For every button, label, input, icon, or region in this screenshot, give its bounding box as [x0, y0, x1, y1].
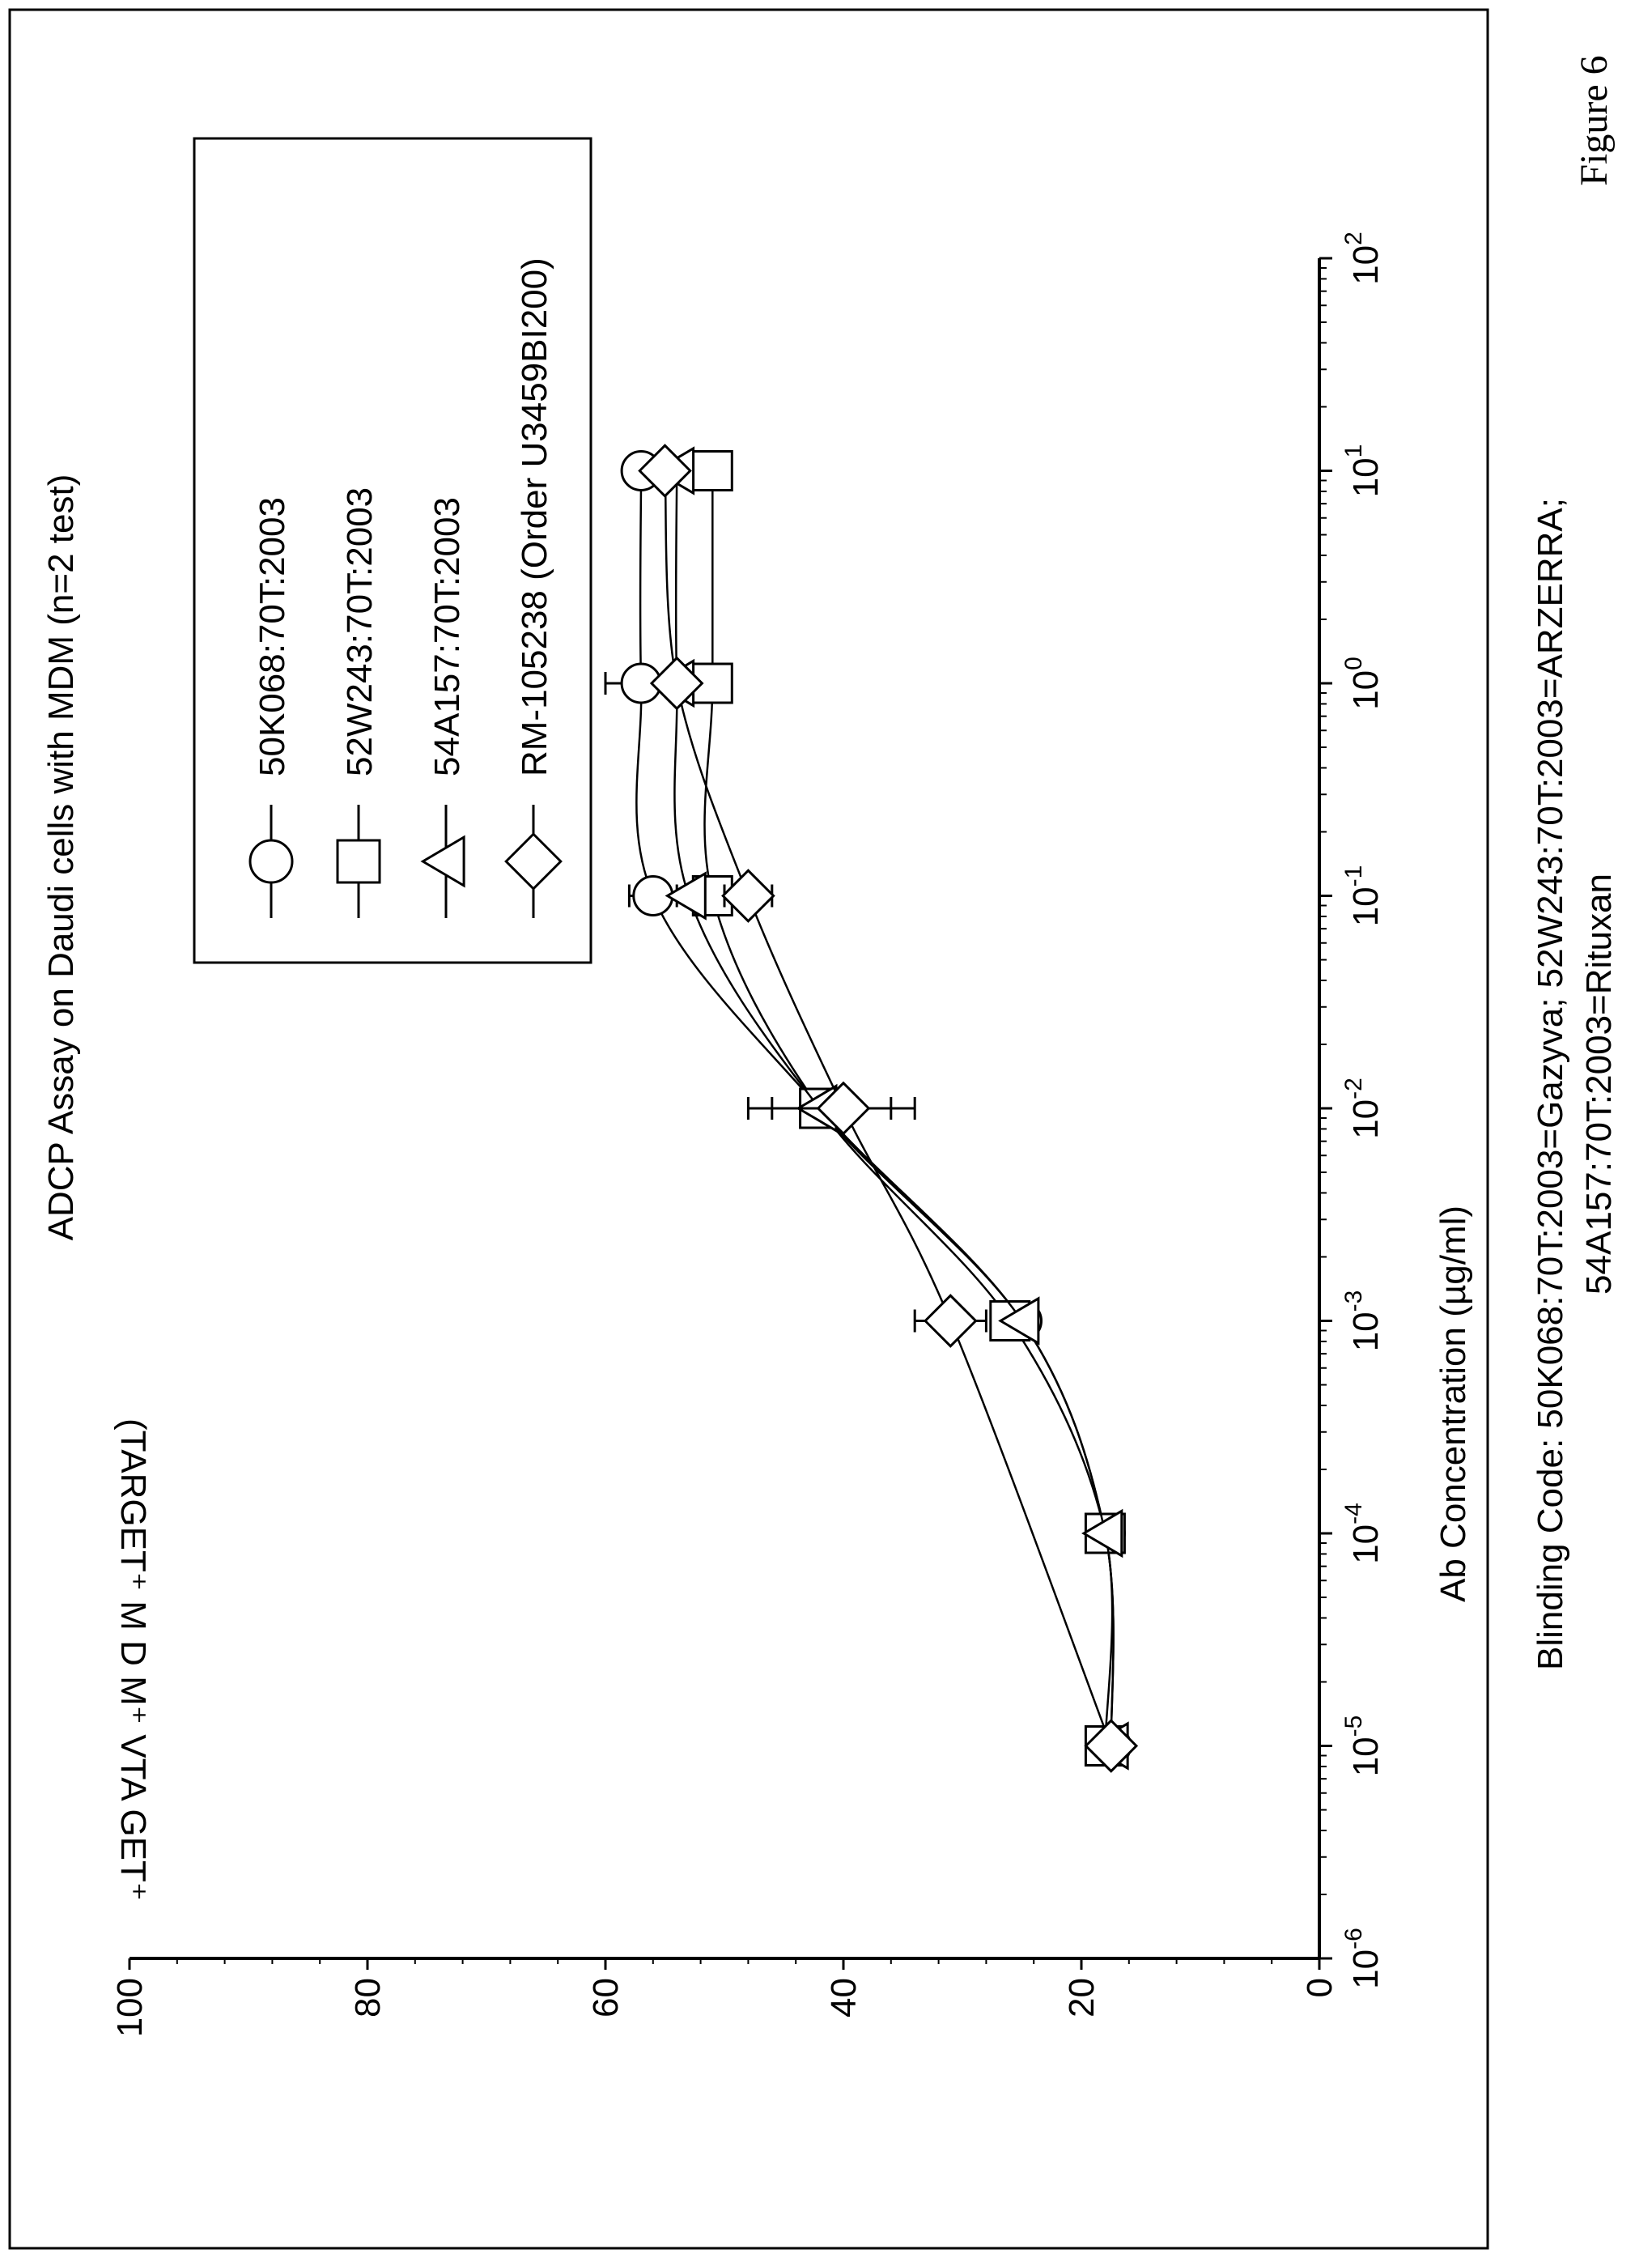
data-point-triangle	[665, 871, 707, 921]
data-point-diamond	[638, 444, 692, 498]
chart-title: ADCP Assay on Daudi cells with MDM (n=2 …	[41, 474, 81, 1241]
y-tick-label: 80	[348, 1978, 388, 2018]
y-tick-label: 60	[586, 1978, 626, 2018]
data-point-diamond	[816, 1081, 871, 1136]
data-point-diamond	[721, 869, 775, 923]
x-tick-label: 10-1	[1340, 865, 1386, 927]
axis-ticks: 0 20 40 60 80 100 10-6 10-5 10-4 10-3 10-2 10-1 100 1…	[110, 232, 1386, 2037]
figure-label: Figure 6	[1573, 55, 1616, 185]
x-axis-label: Ab Concentration (µg/ml)	[1433, 1205, 1473, 1602]
legend-label: 50K068:70T:2003	[253, 497, 292, 776]
x-tick-label: 10-4	[1340, 1503, 1386, 1564]
x-tick-label: 10-3	[1340, 1290, 1386, 1352]
data-point-triangle	[998, 1296, 1040, 1346]
legend-box	[193, 137, 592, 964]
figure-frame	[8, 8, 1489, 2250]
legend-marker-square	[336, 839, 381, 884]
x-tick-label: 10-5	[1340, 1716, 1386, 1777]
legend-marker-circle	[248, 839, 294, 884]
data-point-square	[691, 450, 733, 491]
legend: 50K068:70T:2003 52W243:70T:2003 54A157:70T…	[193, 137, 592, 964]
y-axis-label-group: (TARGET⁺ M D M⁺ VTA GET⁺	[113, 1418, 153, 1901]
caption-line-1: Blinding Code: 50K068:70T:2003=Gazyva; 5…	[1531, 498, 1570, 1670]
legend-label: RM-105238 (Order U3459BI200)	[515, 257, 554, 776]
legend-label: 54A157:70T:2003	[427, 497, 467, 776]
x-tick-label: 10-6	[1340, 1928, 1386, 1989]
chart-marks	[604, 444, 1139, 1773]
data-point-diamond	[923, 1294, 978, 1348]
y-tick-label: 0	[1300, 1978, 1340, 1997]
x-tick-label: 100	[1340, 657, 1386, 710]
plot-area	[130, 258, 1321, 1960]
legend-label: 52W243:70T:2003	[340, 487, 380, 776]
caption-line-2: 54A157:70T:2003=Rituxan	[1579, 874, 1619, 1295]
data-point-triangle	[1081, 1508, 1123, 1558]
x-tick-label: 101	[1340, 444, 1386, 498]
legend-marker-triangle	[420, 835, 465, 888]
data-point-diamond	[649, 656, 704, 711]
data-point-diamond	[1084, 1719, 1139, 1773]
x-tick-label: 10-2	[1340, 1078, 1386, 1139]
y-axis-label: (TARGET⁺ M D M⁺ VTA GET⁺	[113, 1418, 153, 1901]
y-tick-label: 20	[1062, 1978, 1102, 2018]
y-tick-label: 100	[110, 1978, 150, 2037]
y-tick-label: 40	[824, 1978, 864, 2018]
x-tick-label: 102	[1340, 232, 1386, 285]
legend-marker-diamond	[504, 832, 563, 891]
chart-rotated-group: ADCP Assay on Daudi cells with MDM (n=2 …	[41, 55, 1619, 2037]
